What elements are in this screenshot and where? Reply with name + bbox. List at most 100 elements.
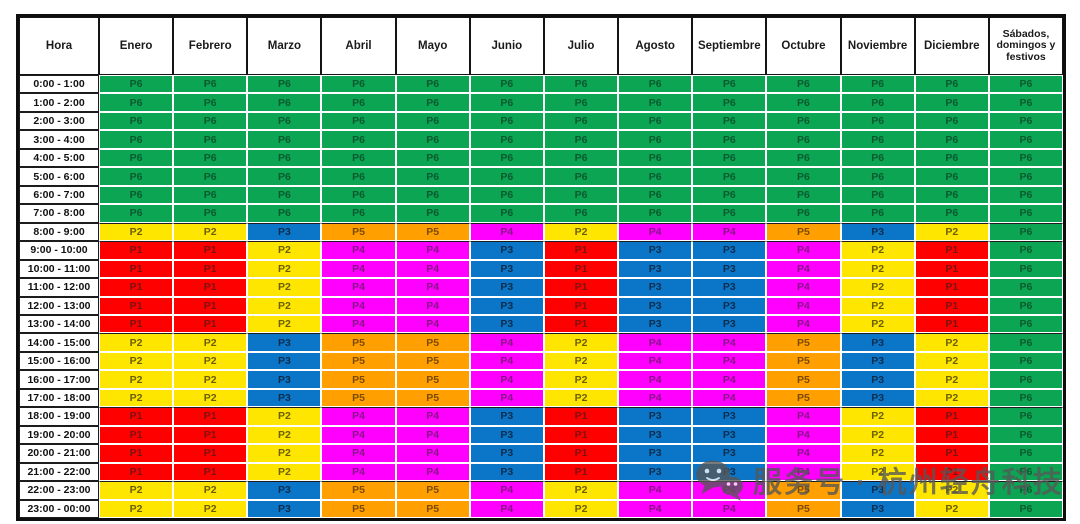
period-cell-p1: P1 — [914, 278, 989, 297]
period-cell-p4: P4 — [469, 222, 544, 242]
period-cell-p4: P4 — [395, 425, 470, 445]
period-cell-p3: P3 — [692, 444, 767, 463]
period-cell-p1: P1 — [99, 259, 174, 279]
period-cell-p1: P1 — [543, 314, 619, 334]
period-cell-p5: P5 — [321, 388, 396, 408]
period-cell-p3: P3 — [840, 481, 915, 500]
period-cell-p4: P4 — [469, 481, 544, 500]
period-cell-p2: P2 — [99, 222, 174, 242]
period-cell-p3: P3 — [618, 314, 693, 334]
period-cell-p6: P6 — [395, 130, 470, 149]
period-cell-p6: P6 — [840, 93, 915, 112]
period-cell-p2: P2 — [173, 481, 248, 500]
period-cell-p6: P6 — [173, 75, 248, 94]
period-cell-p4: P4 — [321, 241, 396, 260]
column-header: Mayo — [395, 17, 470, 75]
column-header: Julio — [543, 17, 619, 75]
period-cell-p5: P5 — [395, 333, 470, 352]
period-cell-p2: P2 — [173, 351, 248, 371]
period-cell-p3: P3 — [618, 407, 693, 426]
period-cell-p6: P6 — [543, 204, 619, 223]
period-cell-p3: P3 — [618, 241, 693, 260]
period-cell-p2: P2 — [840, 241, 915, 260]
period-cell-p6: P6 — [988, 333, 1063, 352]
period-cell-p2: P2 — [543, 333, 619, 352]
period-cell-p6: P6 — [618, 185, 693, 205]
period-cell-p4: P4 — [395, 296, 470, 315]
period-cell-p1: P1 — [99, 278, 174, 297]
period-cell-p2: P2 — [173, 499, 248, 518]
column-header: Octubre — [766, 17, 841, 75]
hour-label: 1:00 - 2:00 — [19, 93, 99, 112]
period-cell-p3: P3 — [692, 278, 767, 297]
period-cell-p6: P6 — [99, 167, 174, 186]
period-cell-p3: P3 — [469, 314, 544, 334]
period-cell-p2: P2 — [840, 462, 915, 482]
period-cell-p5: P5 — [395, 481, 470, 500]
period-cell-p3: P3 — [692, 241, 767, 260]
period-cell-p6: P6 — [766, 167, 841, 186]
period-cell-p2: P2 — [840, 407, 915, 426]
period-cell-p1: P1 — [914, 407, 989, 426]
period-cell-p1: P1 — [173, 241, 248, 260]
period-cell-p4: P4 — [692, 222, 767, 242]
period-cell-p4: P4 — [692, 370, 767, 389]
period-cell-p4: P4 — [766, 314, 841, 334]
period-cell-p6: P6 — [618, 75, 693, 94]
period-cell-p3: P3 — [469, 278, 544, 297]
period-cell-p6: P6 — [99, 75, 174, 94]
period-cell-p2: P2 — [543, 388, 619, 408]
column-header: Noviembre — [840, 17, 915, 75]
period-cell-p6: P6 — [988, 259, 1063, 279]
period-cell-p6: P6 — [321, 111, 396, 131]
period-cell-p4: P4 — [321, 296, 396, 315]
period-cell-p4: P4 — [469, 351, 544, 371]
period-cell-p6: P6 — [766, 130, 841, 149]
period-cell-p4: P4 — [766, 296, 841, 315]
period-cell-p1: P1 — [914, 296, 989, 315]
period-cell-p3: P3 — [469, 259, 544, 279]
period-cell-p6: P6 — [692, 93, 767, 112]
period-cell-p6: P6 — [247, 204, 322, 223]
hour-label: 8:00 - 9:00 — [19, 222, 99, 242]
period-cell-p2: P2 — [173, 222, 248, 242]
period-cell-p2: P2 — [914, 370, 989, 389]
period-cell-p3: P3 — [469, 462, 544, 482]
period-cell-p6: P6 — [543, 111, 619, 131]
period-cell-p6: P6 — [618, 111, 693, 131]
period-cell-p3: P3 — [692, 462, 767, 482]
period-cell-p6: P6 — [469, 111, 544, 131]
period-cell-p6: P6 — [914, 204, 989, 223]
period-cell-p4: P4 — [766, 462, 841, 482]
period-cell-p6: P6 — [988, 241, 1063, 260]
hour-label: 3:00 - 4:00 — [19, 130, 99, 149]
period-cell-p4: P4 — [692, 499, 767, 518]
period-cell-p4: P4 — [395, 259, 470, 279]
period-cell-p4: P4 — [766, 444, 841, 463]
hour-label: 22:00 - 23:00 — [19, 481, 99, 500]
period-cell-p3: P3 — [618, 259, 693, 279]
period-cell-p2: P2 — [247, 278, 322, 297]
period-cell-p6: P6 — [988, 462, 1063, 482]
period-cell-p6: P6 — [988, 481, 1063, 500]
period-cell-p2: P2 — [840, 444, 915, 463]
period-cell-p6: P6 — [247, 185, 322, 205]
period-cell-p5: P5 — [766, 499, 841, 518]
period-cell-p3: P3 — [247, 333, 322, 352]
period-cell-p1: P1 — [99, 462, 174, 482]
period-cell-p6: P6 — [988, 351, 1063, 371]
period-cell-p6: P6 — [988, 222, 1063, 242]
period-cell-p6: P6 — [543, 167, 619, 186]
period-cell-p2: P2 — [247, 462, 322, 482]
period-cell-p5: P5 — [395, 351, 470, 371]
period-cell-p6: P6 — [692, 185, 767, 205]
period-cell-p6: P6 — [395, 185, 470, 205]
period-cell-p1: P1 — [99, 241, 174, 260]
period-cell-p5: P5 — [321, 370, 396, 389]
period-cell-p2: P2 — [914, 222, 989, 242]
hour-label: 2:00 - 3:00 — [19, 111, 99, 131]
period-cell-p6: P6 — [692, 167, 767, 186]
period-cell-p4: P4 — [618, 222, 693, 242]
period-cell-p4: P4 — [321, 425, 396, 445]
period-cell-p1: P1 — [173, 314, 248, 334]
